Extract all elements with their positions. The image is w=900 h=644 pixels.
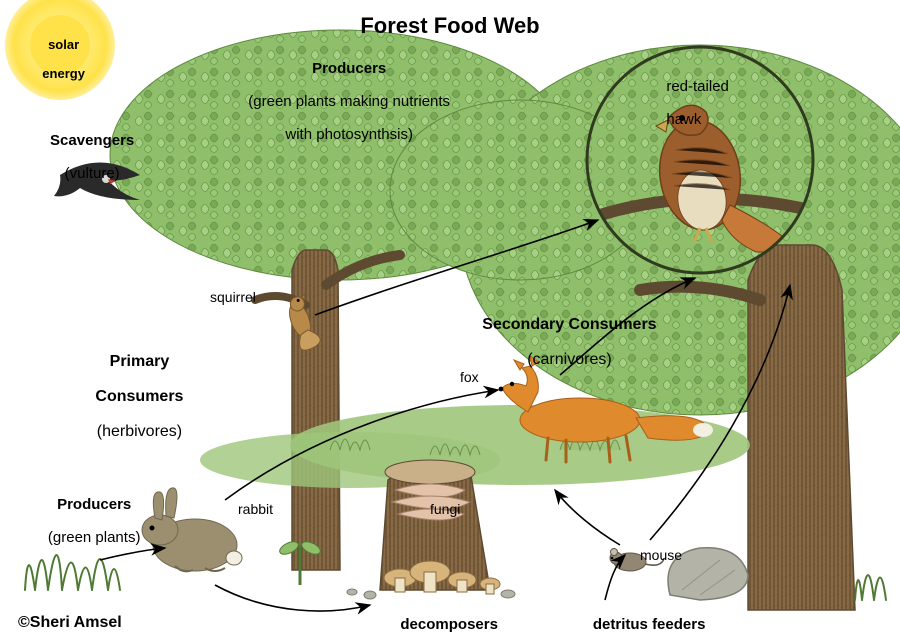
hawk-inset xyxy=(587,47,813,273)
mouse xyxy=(610,549,664,572)
grass-left xyxy=(25,555,120,590)
rabbit xyxy=(142,488,242,571)
grass-right xyxy=(855,575,886,600)
rock xyxy=(668,548,748,600)
mouse-to-fox xyxy=(555,490,620,545)
rabbit-to-decomp xyxy=(215,585,370,611)
mushrooms xyxy=(347,561,515,599)
sun xyxy=(5,0,115,100)
diagram-stage: Forest Food Web solar energy Scavengers … xyxy=(0,0,900,644)
scene-svg xyxy=(0,0,900,644)
shelf-fungi xyxy=(392,484,470,520)
tree-left xyxy=(255,250,400,570)
